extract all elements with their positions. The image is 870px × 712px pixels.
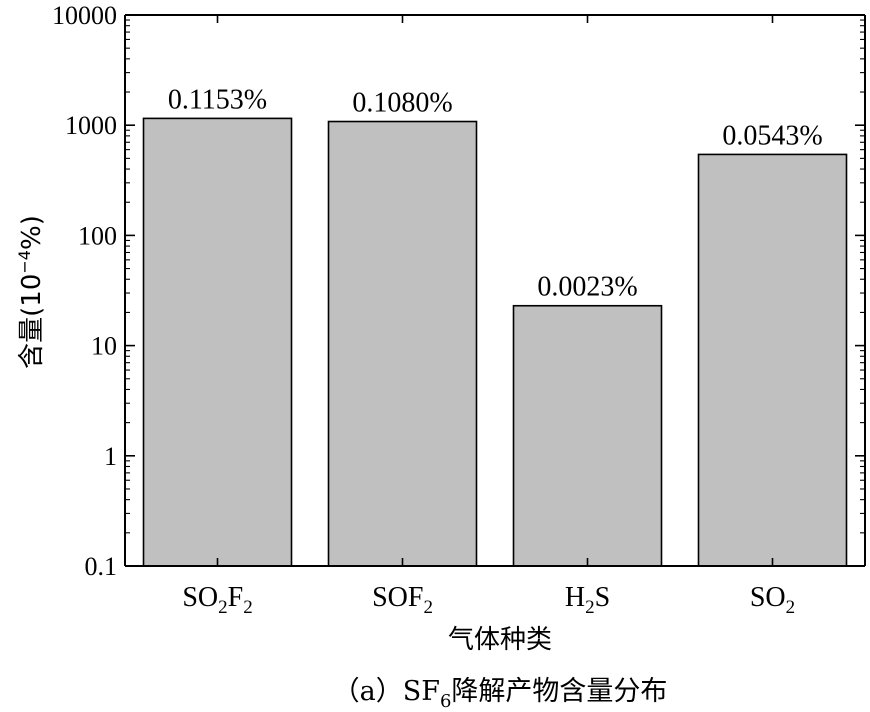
figure-caption: （a）SF6降解产物含量分布 <box>333 676 668 712</box>
bar-0 <box>142 117 293 567</box>
caption-sub: 6 <box>440 691 451 712</box>
bars-group <box>142 117 848 567</box>
x-tick-label-1: SOF2 <box>372 582 433 618</box>
x-tick-label-0: SO2F2 <box>182 582 252 618</box>
x-axis-title: 气体种类 <box>448 625 552 655</box>
svg-text:含量(10−4%): 含量(10−4%) <box>15 215 47 369</box>
caption-prefix: （a）SF <box>333 676 440 707</box>
data-label-1: 0.1080% <box>352 88 452 119</box>
y-axis-title-tail: %) <box>17 215 47 250</box>
axes-group <box>124 14 866 567</box>
bar-1 <box>327 120 478 567</box>
x-tick-label-3: SO2 <box>750 582 795 618</box>
y-axis-title-sup: −4 <box>15 250 34 274</box>
data-label-0: 0.1153% <box>168 84 267 115</box>
y-tick-label-3: 100 <box>78 221 117 250</box>
data-label-2: 0.0023% <box>537 272 637 303</box>
y-axis-title-main: 含量(10 <box>17 274 47 369</box>
y-tick-label-2: 10 <box>91 332 117 361</box>
labels-group: 0.1153% SO2F2 0.1080% SOF2 0.0023% H2S 0.0543%… <box>52 1 823 618</box>
caption-suffix: 降解产物含量分布 <box>451 676 667 707</box>
data-label-3: 0.0543% <box>722 120 822 151</box>
y-axis-title: 含量(10−4%) <box>15 215 47 369</box>
bar-2 <box>512 304 663 567</box>
y-tick-label-1: 1 <box>104 442 117 471</box>
x-tick-label-2: H2S <box>565 582 610 618</box>
y-tick-label-4: 1000 <box>65 111 117 140</box>
bar-3 <box>697 153 848 567</box>
y-tick-label-0: 0.1 <box>85 552 118 581</box>
y-tick-label-5: 10000 <box>52 1 117 30</box>
